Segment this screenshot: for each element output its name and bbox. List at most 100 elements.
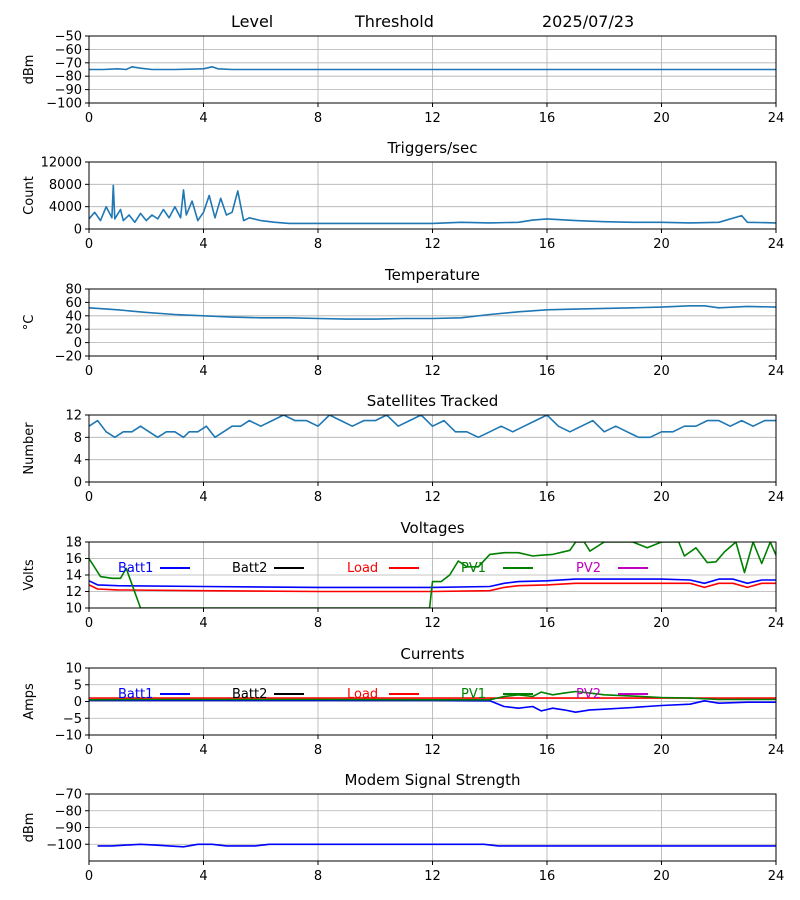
y-tick-label: −20 [55, 350, 82, 365]
x-tick-label: 16 [539, 616, 556, 631]
x-tick-label: 4 [199, 364, 207, 379]
x-tick-label: 12 [424, 869, 441, 884]
series-line-triggers-sec [89, 184, 776, 225]
y-tick-label: 0 [74, 695, 82, 710]
x-tick-label: 4 [199, 869, 207, 884]
y-tick-label: 12 [65, 409, 82, 424]
satellites-tracked-chart: 0 4 8 12 16 20 24 0 4 8 12 Satellites Tracked Number [22, 392, 784, 505]
x-tick-label: 4 [199, 616, 207, 631]
y-tick-label: −5 [63, 712, 82, 727]
legend-label-pv1: PV1 [461, 687, 486, 702]
x-tick-label: 0 [85, 743, 93, 758]
y-axis-label: dBm [22, 55, 37, 85]
date-label: 2025/07/23 [542, 12, 635, 31]
series-line-level-threshold [89, 66, 776, 71]
x-tick-label: 20 [653, 111, 670, 126]
series-line-pv1 [89, 690, 776, 701]
y-tick-label: 12 [65, 585, 82, 600]
y-axis-label: °C [22, 315, 37, 331]
y-axis-label: Amps [22, 683, 37, 720]
x-tick-label: 24 [768, 616, 785, 631]
triggers-sec-title: Triggers/sec [387, 139, 478, 157]
y-tick-label: −50 [55, 30, 82, 45]
x-tick-label: 4 [199, 237, 207, 252]
currents-chart: 0 4 8 12 16 20 24 −10 −5 0 510 Currents Amps Batt1 Bat… [22, 645, 784, 758]
y-tick-label: −80 [55, 70, 82, 85]
y-tick-label: −70 [55, 788, 82, 803]
threshold-label: Threshold [355, 12, 434, 31]
x-tick-label: 12 [424, 743, 441, 758]
x-tick-label: 20 [653, 743, 670, 758]
x-tick-label: 16 [539, 869, 556, 884]
series-line-load [89, 582, 776, 593]
y-tick-label: 0 [74, 223, 82, 238]
y-tick-label: 20 [65, 323, 82, 338]
x-tick-label: 0 [85, 616, 93, 631]
legend-label-pv2: PV2 [576, 561, 601, 576]
series-line-batt1 [89, 578, 776, 589]
x-tick-label: 8 [314, 364, 322, 379]
y-tick-label: 16 [65, 552, 82, 567]
x-tick-label: 16 [539, 743, 556, 758]
x-tick-label: 16 [539, 111, 556, 126]
x-tick-label: 20 [653, 616, 670, 631]
voltages-title: Voltages [400, 519, 464, 537]
x-tick-label: 24 [768, 490, 785, 505]
series-line-pv1 [89, 542, 776, 608]
x-tick-label: 4 [199, 111, 207, 126]
y-axis-label: Number [22, 422, 37, 475]
y-tick-label: −90 [55, 821, 82, 836]
satellites-tracked-title: Satellites Tracked [367, 392, 498, 410]
y-axis-label: dBm [22, 813, 37, 843]
y-tick-label: −80 [55, 804, 82, 819]
x-tick-label: 24 [768, 237, 785, 252]
y-tick-label: 18 [65, 536, 82, 551]
y-tick-label: −60 [55, 43, 82, 58]
level-threshold-chart: 0 4 8 12 16 20 24 −100−90−80−70−60−50 dBm [22, 30, 784, 127]
y-tick-label: 80 [65, 283, 82, 298]
y-tick-label: 10 [65, 602, 82, 617]
x-tick-label: 24 [768, 743, 785, 758]
x-tick-label: 0 [85, 237, 93, 252]
y-tick-label: 40 [65, 309, 82, 324]
y-tick-label: −90 [55, 83, 82, 98]
y-tick-label: 8000 [49, 178, 82, 193]
temperature-title: Temperature [384, 266, 480, 284]
x-tick-label: 16 [539, 490, 556, 505]
x-tick-label: 20 [653, 237, 670, 252]
y-tick-label: −100 [46, 97, 82, 112]
x-tick-label: 20 [653, 869, 670, 884]
x-tick-label: 24 [768, 364, 785, 379]
x-tick-label: 24 [768, 869, 785, 884]
series-line-satellites-tracked [89, 415, 776, 439]
x-tick-label: 0 [85, 490, 93, 505]
y-axis-label: Volts [22, 559, 37, 591]
triggers-sec-chart: 0 4 8 12 16 20 24 0 4000 8000 12000 Triggers/sec Cou… [22, 139, 784, 252]
x-tick-label: 12 [424, 364, 441, 379]
x-tick-label: 8 [314, 616, 322, 631]
x-tick-label: 4 [199, 743, 207, 758]
x-tick-label: 20 [653, 490, 670, 505]
x-tick-label: 0 [85, 111, 93, 126]
modem-signal-strength-title: Modem Signal Strength [345, 771, 521, 789]
legend-label-pv2: PV2 [576, 687, 601, 702]
y-axis-label: Count [22, 176, 37, 215]
legend-label-batt2: Batt2 [232, 561, 267, 576]
x-tick-label: 0 [85, 364, 93, 379]
y-tick-label: 10 [65, 662, 82, 677]
x-tick-label: 20 [653, 364, 670, 379]
y-tick-label: 8 [74, 431, 82, 446]
x-tick-label: 12 [424, 237, 441, 252]
series-line-temperature [89, 304, 776, 320]
level-label: Level [231, 12, 274, 31]
x-tick-label: 12 [424, 616, 441, 631]
legend-label-pv1: PV1 [461, 561, 486, 576]
x-tick-label: 8 [314, 111, 322, 126]
x-tick-label: 12 [424, 111, 441, 126]
x-tick-label: 8 [314, 869, 322, 884]
legend-label-load: Load [347, 687, 378, 702]
y-tick-label: 12000 [41, 156, 82, 171]
y-tick-label: −10 [55, 729, 82, 744]
